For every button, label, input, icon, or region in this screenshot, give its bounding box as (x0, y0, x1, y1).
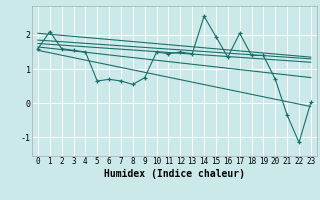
X-axis label: Humidex (Indice chaleur): Humidex (Indice chaleur) (104, 169, 245, 179)
